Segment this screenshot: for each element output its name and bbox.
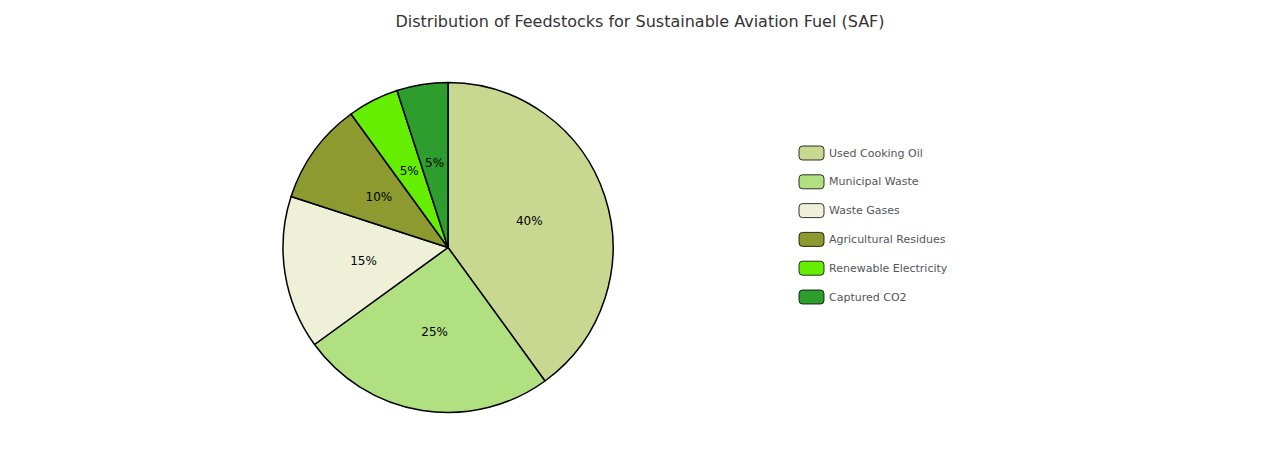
svg-text:Waste Gases: Waste Gases xyxy=(829,204,900,217)
svg-text:5%: 5% xyxy=(400,164,419,178)
svg-text:15%: 15% xyxy=(350,254,377,268)
svg-text:Used Cooking Oil: Used Cooking Oil xyxy=(829,147,923,160)
svg-text:40%: 40% xyxy=(516,214,543,228)
svg-text:Municipal Waste: Municipal Waste xyxy=(829,175,919,188)
svg-text:Renewable Electricity: Renewable Electricity xyxy=(829,262,948,275)
svg-text:Distribution of Feedstocks for: Distribution of Feedstocks for Sustainab… xyxy=(395,12,884,31)
svg-text:25%: 25% xyxy=(421,325,448,339)
svg-text:10%: 10% xyxy=(365,190,392,204)
svg-text:Captured CO2: Captured CO2 xyxy=(829,291,907,304)
svg-text:5%: 5% xyxy=(425,156,444,170)
svg-text:Agricultural Residues: Agricultural Residues xyxy=(829,233,946,246)
